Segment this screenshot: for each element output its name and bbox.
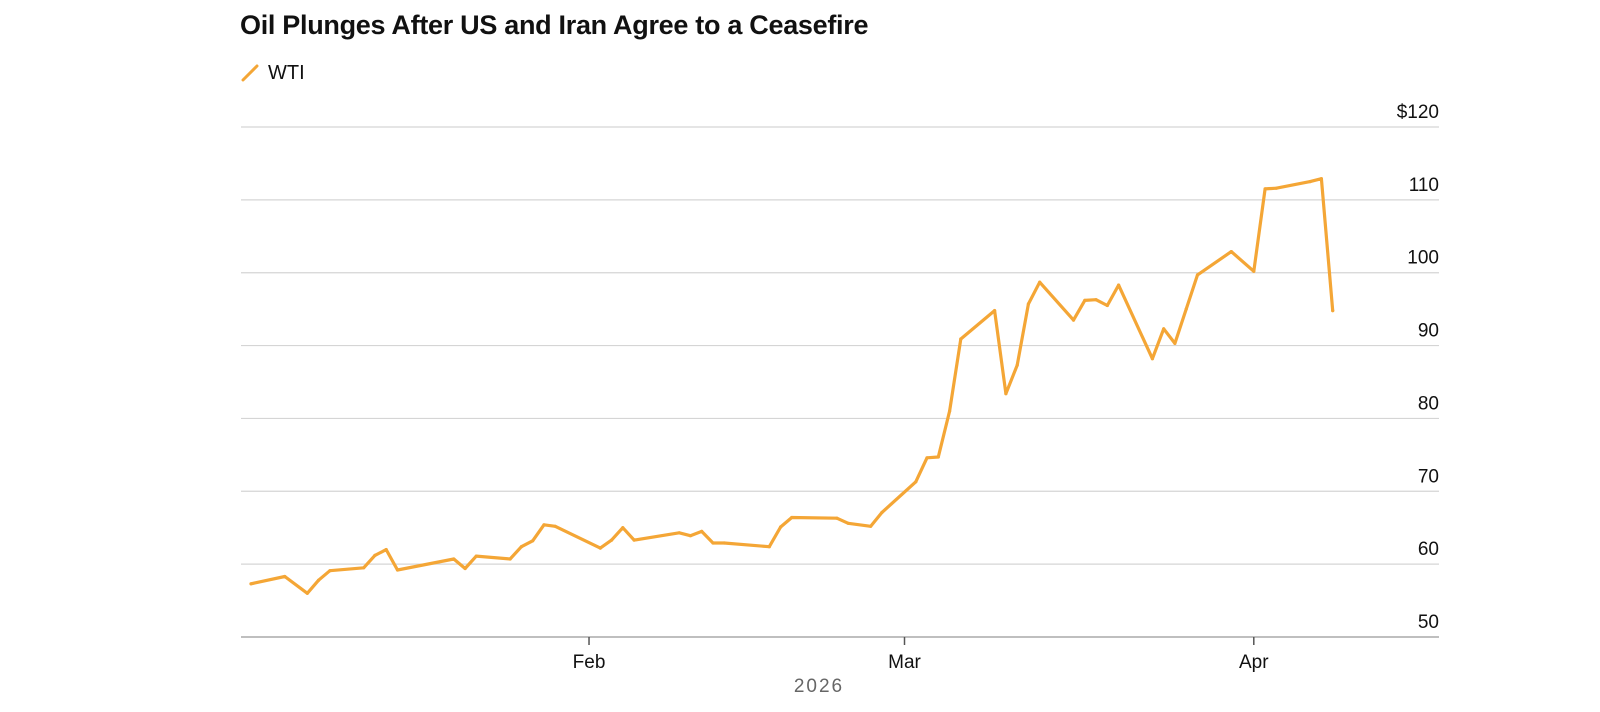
data-point: [1094, 298, 1098, 302]
data-point: [1026, 302, 1030, 306]
data-point: [632, 538, 636, 542]
data-point: [474, 554, 478, 558]
data-point: [1173, 341, 1177, 345]
chart-title: Oil Plunges After US and Iran Agree to a…: [240, 10, 869, 40]
series-line-wti: [249, 177, 1335, 595]
data-point: [869, 524, 873, 528]
series-layer: [249, 177, 1335, 595]
data-point: [328, 569, 332, 573]
data-point: [846, 521, 850, 525]
data-point: [711, 541, 715, 545]
data-point: [1015, 363, 1019, 367]
data-point: [1274, 186, 1278, 190]
data-point: [959, 337, 963, 341]
data-point: [373, 553, 377, 558]
y-tick-label: 70: [1418, 466, 1439, 487]
data-point: [1162, 327, 1166, 331]
data-point: [688, 534, 693, 538]
data-point: [1263, 187, 1267, 191]
data-point: [790, 515, 794, 520]
data-point: [1105, 303, 1109, 308]
y-axis: 50 60 70 80 90 100 110 $120: [1397, 102, 1439, 633]
data-point: [722, 541, 726, 545]
data-point: [880, 510, 884, 514]
y-tick-label: 100: [1407, 248, 1439, 269]
data-point: [305, 591, 309, 595]
y-tick-label: 60: [1418, 539, 1439, 560]
x-axis: Feb Mar Apr: [573, 637, 1269, 673]
data-point: [553, 524, 557, 528]
data-point: [1150, 357, 1154, 361]
legend-label-wti: WTI: [268, 61, 305, 84]
data-point: [1319, 177, 1323, 181]
y-tick-label: 110: [1409, 175, 1439, 196]
data-point: [914, 480, 918, 484]
data-point: [993, 309, 997, 313]
data-point: [1184, 307, 1188, 311]
data-point: [452, 557, 456, 561]
data-point: [1117, 283, 1121, 287]
data-point: [463, 566, 467, 571]
x-tick-label: Mar: [888, 652, 921, 673]
data-point: [610, 538, 614, 542]
data-point: [1331, 309, 1335, 313]
grid-lines: [241, 126, 1439, 638]
y-tick-label: 90: [1418, 321, 1439, 342]
data-point: [948, 409, 952, 413]
data-point: [1308, 180, 1312, 184]
data-point: [1252, 269, 1256, 273]
y-tick-label: $120: [1397, 102, 1439, 123]
data-point: [677, 531, 681, 535]
data-point: [925, 456, 929, 460]
data-point: [1195, 273, 1200, 277]
data-point: [779, 525, 783, 529]
legend: WTI: [240, 60, 305, 86]
data-point: [531, 539, 535, 543]
data-point: [1004, 392, 1008, 396]
data-point: [283, 574, 287, 579]
data-point: [519, 545, 524, 549]
data-point: [621, 526, 625, 530]
data-point: [384, 548, 388, 552]
x-tick-label: Feb: [573, 652, 606, 673]
data-point: [1071, 318, 1076, 322]
data-point: [700, 529, 704, 534]
legend-swatch-wti: [241, 64, 259, 82]
data-point: [508, 557, 512, 561]
data-point: [542, 523, 546, 527]
data-point: [395, 568, 400, 572]
data-point: [1229, 250, 1233, 254]
y-tick-label: 80: [1418, 393, 1439, 414]
data-point: [767, 545, 771, 549]
data-point: [317, 578, 321, 582]
y-tick-label: 50: [1418, 612, 1439, 633]
data-point: [835, 516, 839, 520]
data-point: [1083, 298, 1087, 302]
data-point: [598, 546, 602, 550]
x-axis-title: 2026: [794, 676, 844, 697]
x-tick-label: Apr: [1239, 652, 1269, 673]
data-point: [1038, 280, 1042, 284]
data-point: [249, 582, 253, 586]
data-point: [936, 455, 940, 459]
data-point: [362, 566, 366, 570]
